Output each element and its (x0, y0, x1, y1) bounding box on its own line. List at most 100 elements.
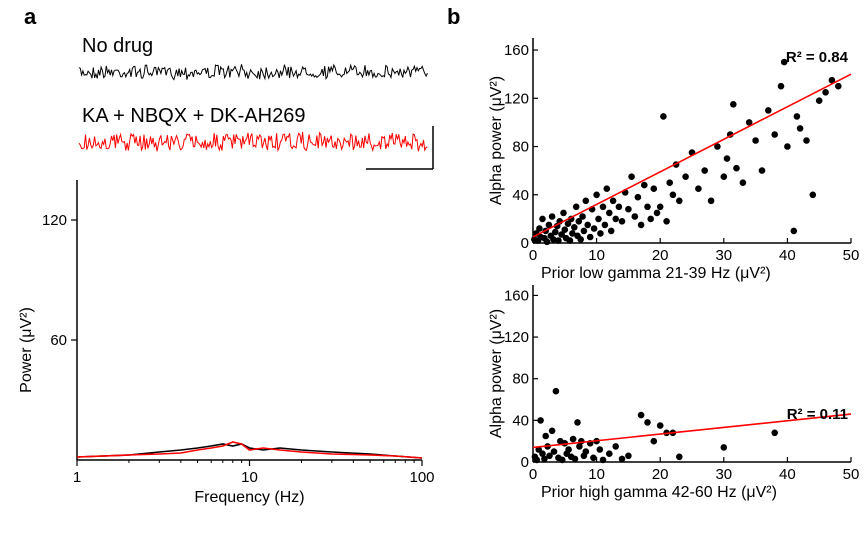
data-point (539, 215, 546, 223)
data-point (609, 197, 617, 205)
data-point (650, 185, 658, 192)
data-point (550, 448, 558, 455)
data-point (612, 443, 619, 450)
y-tick-label: 160 (504, 42, 529, 59)
data-point (780, 58, 788, 66)
spectrum-line-0 (76, 443, 423, 459)
data-point (558, 231, 565, 238)
y-tick-label: 80 (512, 139, 529, 156)
y-tick-label: 60 (50, 332, 67, 349)
x-tick-label: 10 (588, 466, 605, 483)
data-point (571, 455, 579, 463)
scale-bar (366, 126, 434, 170)
y-tick-label: 120 (504, 329, 529, 346)
scatter-low-gamma-chart: 0 10 20 30 40 50 0 40 80 120 160 Prior low gamma 21… (488, 38, 859, 282)
data-point (590, 454, 597, 462)
y-tick-label: 160 (504, 287, 529, 304)
data-point (733, 164, 740, 172)
r-squared-annotation: R² = 0.84 (786, 49, 849, 66)
panel-letter-b: b (447, 4, 460, 29)
data-point (574, 419, 581, 426)
data-point (580, 227, 588, 235)
data-point (714, 143, 721, 150)
x-axis-label: Frequency (Hz) (194, 489, 304, 506)
data-point (542, 432, 549, 440)
data-point (537, 417, 544, 424)
y-tick-label: 120 (42, 212, 67, 229)
x-tick-label: 20 (652, 466, 669, 483)
x-tick-label: 10 (241, 469, 258, 486)
regression-line (532, 73, 852, 238)
data-point (682, 173, 689, 180)
data-point (669, 191, 677, 199)
y-tick-label: 40 (512, 187, 529, 204)
data-point (564, 220, 572, 227)
data-point (575, 218, 583, 225)
x-tick-label: 30 (715, 247, 732, 264)
data-point (546, 452, 553, 460)
data-point (809, 191, 817, 199)
trace-no-drug (78, 63, 428, 81)
data-point (628, 173, 635, 180)
y-tick-label: 0 (521, 454, 529, 471)
data-point (606, 450, 613, 458)
x-tick-label: 50 (843, 247, 860, 264)
data-point (752, 137, 759, 144)
y-axis-label: Alpha power (μV²) (488, 309, 505, 438)
data-point (550, 236, 557, 243)
data-point (637, 411, 645, 419)
data-point (606, 209, 613, 217)
power-spectrum-chart: 1 10 100 60 120 Frequency (Hz) Power (μV²) (18, 180, 435, 506)
data-point (565, 446, 572, 453)
data-point (796, 125, 804, 132)
data-point (666, 179, 673, 186)
data-point (597, 230, 604, 237)
data-point (607, 227, 615, 235)
data-point (545, 221, 553, 229)
data-point (771, 429, 778, 437)
data-point (793, 113, 801, 120)
panel-letter-a: a (24, 4, 37, 29)
data-point (599, 203, 607, 211)
x-tick-label: 50 (843, 466, 860, 483)
data-point (548, 213, 556, 220)
x-tick-label: 20 (652, 247, 669, 264)
data-point (790, 227, 798, 235)
data-point (758, 167, 766, 174)
data-point (559, 456, 566, 464)
x-tick-label: 40 (779, 247, 796, 264)
data-point (533, 456, 541, 464)
trace-label-drug: KA + NBQX + DK-AH269 (82, 105, 305, 127)
data-point (612, 215, 619, 223)
data-point (625, 205, 632, 213)
x-tick-label: 1 (73, 469, 81, 486)
data-point (584, 221, 591, 229)
data-point (535, 446, 542, 453)
data-point (676, 453, 683, 461)
data-point (625, 452, 632, 460)
data-point (720, 173, 728, 180)
data-point (730, 101, 737, 108)
x-tick-label: 40 (779, 466, 796, 483)
x-tick-label: 100 (409, 469, 434, 486)
data-point (660, 113, 667, 120)
scatter-high-gamma-chart: 0 10 20 30 40 50 0 40 80 120 160 Prior high gamma 4… (488, 285, 859, 501)
data-point (771, 131, 778, 138)
data-point (601, 221, 609, 229)
data-point (650, 437, 658, 445)
data-point (641, 181, 648, 189)
data-point (590, 225, 598, 232)
data-point (822, 89, 829, 96)
data-point (745, 119, 753, 126)
data-point (618, 218, 626, 225)
data-point (582, 197, 590, 205)
data-point (572, 203, 580, 211)
data-point (653, 209, 661, 217)
data-point (828, 76, 836, 84)
data-point (552, 228, 559, 236)
data-point (582, 448, 590, 455)
data-point (723, 155, 731, 162)
x-axis-label: Prior high gamma 42-60 Hz (μV²) (541, 484, 777, 501)
data-point (579, 213, 586, 220)
spectrum-line-1 (76, 441, 423, 459)
